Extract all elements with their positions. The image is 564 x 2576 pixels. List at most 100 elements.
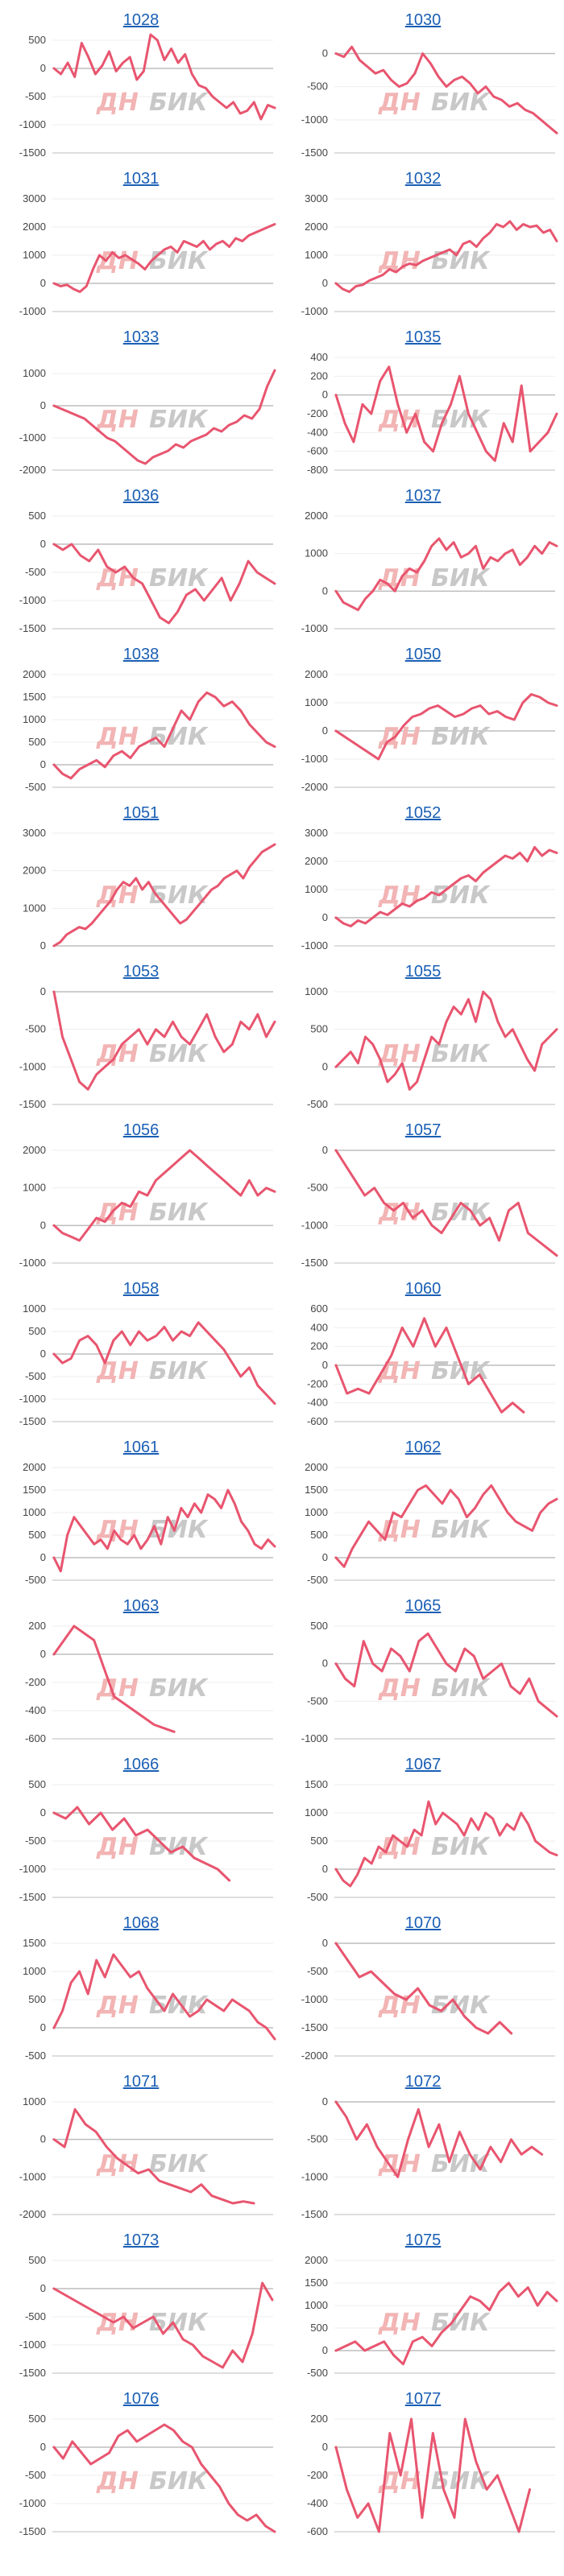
y-tick-label: -200 [307,2469,328,2481]
y-tick-label: 2000 [305,1461,328,1473]
chart-panel-1072: 1072 0 -500 -1000 -1500 ДН БИК [286,2066,560,2227]
chart-title-link[interactable]: 1037 [404,487,442,505]
chart-title-link[interactable]: 1035 [404,328,442,346]
watermark-left-text: ДН [378,1833,421,1861]
y-tick-label: 0 [322,1937,328,1949]
y-tick-label: 2000 [23,668,46,680]
y-tick-label: 0 [40,939,46,952]
chart-title-link[interactable]: 1030 [404,11,442,29]
y-tick-label: 1000 [23,1302,46,1315]
chart-title-link[interactable]: 1032 [404,170,442,188]
chart-title-link[interactable]: 1071 [122,2073,160,2091]
y-tick-label: -600 [307,1415,328,1427]
chart-title-link[interactable]: 1051 [122,804,160,822]
chart-title-link[interactable]: 1057 [404,1121,442,1139]
y-tick-label: -1500 [301,1257,328,1269]
chart-panel-1038: 1038 2000 1500 1000 500 0 -500 ДН БИК [4,639,278,800]
chart-title-link[interactable]: 1028 [122,11,160,29]
watermark-left-text: ДН [96,2309,139,2337]
chart-title-link[interactable]: 1058 [122,1280,160,1298]
y-tick-label: 500 [28,1529,46,1541]
chart-title-link[interactable]: 1031 [122,170,160,188]
chart-title-link[interactable]: 1053 [122,963,160,980]
y-tick-label: -500 [307,1891,328,1903]
watermark-logo: ДН БИК [378,1992,491,2020]
chart-panel-1067: 1067 1500 1000 500 0 -500 ДН БИК [286,1749,560,1910]
series-line [52,843,276,947]
y-tick-label: -1000 [301,2170,328,2182]
chart-title-link[interactable]: 1055 [404,963,442,980]
watermark-left-text: ДН [96,2150,139,2178]
chart-title-link[interactable]: 1072 [404,2073,442,2091]
y-tick-label: -1500 [19,622,46,634]
chart-title-link[interactable]: 1050 [404,646,442,663]
chart-title-link[interactable]: 1068 [122,1914,160,1932]
y-tick-label: 600 [310,1302,328,1315]
line-chart: 2000 1000 0 -1000 ДН БИК [19,1144,276,1269]
watermark-right-text: БИК [431,1357,491,1385]
chart-title-link[interactable]: 1036 [122,487,160,505]
chart-title-link[interactable]: 1060 [404,1280,442,1298]
chart-title-link[interactable]: 1073 [122,2231,160,2249]
y-tick-label: -500 [25,2310,46,2322]
watermark-right-text: БИК [431,564,491,592]
watermark-logo: ДН БИК [96,564,209,592]
chart-title-link[interactable]: 1067 [404,1756,442,1773]
y-tick-label: 500 [28,510,46,522]
watermark-left-text: ДН [96,723,139,751]
y-tick-label: 1000 [305,985,328,997]
watermark-logo: ДН БИК [96,1992,209,2020]
chart-title-link[interactable]: 1066 [122,1756,160,1773]
y-tick-label: -600 [25,1732,46,1744]
y-tick-label: 1000 [23,902,46,914]
watermark-logo: ДН БИК [96,2467,209,2496]
watermark-logo: ДН БИК [378,1516,491,1544]
y-tick-label: 500 [310,1529,328,1541]
y-tick-label: -1000 [19,1863,46,1875]
y-tick-label: 2000 [305,510,328,522]
chart-title-link[interactable]: 1061 [122,1439,160,1456]
y-tick-label: 500 [310,1620,328,1632]
y-tick-label: 0 [40,399,46,411]
chart-title-link[interactable]: 1033 [122,328,160,346]
chart-panel-1058: 1058 1000 500 0 -500 -1000 -1500 ДН БИК [4,1274,278,1435]
chart-title-link[interactable]: 1062 [404,1439,442,1456]
line-chart: 1000 0 -1000 -2000 ДН БИК [19,2095,273,2220]
y-tick-label: 2000 [305,668,328,680]
chart-title-link[interactable]: 1052 [404,804,442,822]
y-tick-label: 1000 [305,547,328,559]
series-line [334,220,558,293]
chart-title-link[interactable]: 1065 [404,1597,442,1615]
y-tick-label: -500 [25,2050,46,2062]
chart-title-link[interactable]: 1075 [404,2231,442,2249]
line-chart: 3000 2000 1000 0 -1000 ДН БИК [301,192,558,317]
watermark-logo: ДН БИК [378,1833,491,1861]
chart-panel-1031: 1031 3000 2000 1000 0 -1000 ДН БИК [4,163,278,324]
y-tick-label: 1500 [23,1484,46,1496]
series-line [52,1149,276,1242]
chart-title-link[interactable]: 1077 [404,2390,442,2408]
y-tick-label: 3000 [23,827,46,839]
watermark-left-text: ДН [96,2467,139,2496]
chart-title-link[interactable]: 1056 [122,1121,160,1139]
watermark-left-text: ДН [96,564,139,592]
chart-title-link[interactable]: 1063 [122,1597,160,1615]
y-tick-label: -500 [307,1098,328,1110]
chart-panel-1055: 1055 1000 500 0 -500 ДН БИК [286,956,560,1117]
chart-title-link[interactable]: 1070 [404,1914,442,1932]
watermark-left-text: ДН [96,89,139,117]
y-tick-label: 1500 [305,2277,328,2289]
chart-title-link[interactable]: 1076 [122,2390,160,2408]
watermark-logo: ДН БИК [96,1516,209,1544]
series-line [334,693,558,761]
y-tick-label: -600 [307,445,328,457]
y-tick-label: 1000 [23,2095,46,2107]
chart-panel-1052: 1052 3000 2000 1000 0 -1000 ДН БИК [286,798,560,959]
watermark-logo: ДН БИК [378,1199,491,1227]
chart-title-link[interactable]: 1038 [122,646,160,663]
series-line [52,33,276,121]
